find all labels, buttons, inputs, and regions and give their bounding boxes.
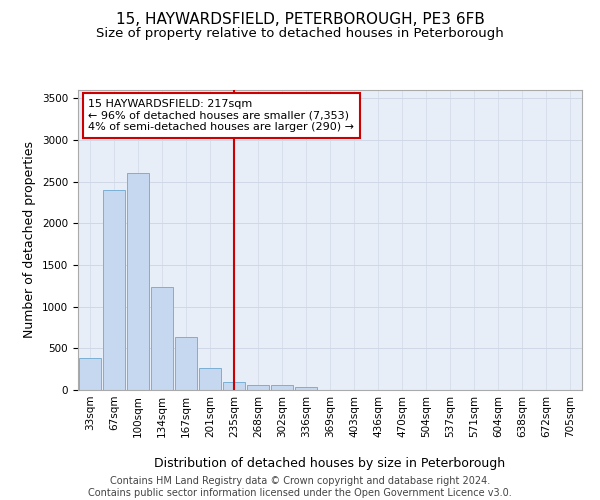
Text: 15 HAYWARDSFIELD: 217sqm
← 96% of detached houses are smaller (7,353)
4% of semi: 15 HAYWARDSFIELD: 217sqm ← 96% of detach… — [88, 99, 354, 132]
Text: Contains HM Land Registry data © Crown copyright and database right 2024.
Contai: Contains HM Land Registry data © Crown c… — [88, 476, 512, 498]
Bar — [127, 174, 149, 390]
Bar — [295, 386, 317, 390]
Text: Size of property relative to detached houses in Peterborough: Size of property relative to detached ho… — [96, 28, 504, 40]
Bar — [247, 385, 269, 390]
Text: 15, HAYWARDSFIELD, PETERBOROUGH, PE3 6FB: 15, HAYWARDSFIELD, PETERBOROUGH, PE3 6FB — [116, 12, 484, 28]
Bar — [199, 368, 221, 390]
Bar — [103, 190, 125, 390]
Y-axis label: Number of detached properties: Number of detached properties — [23, 142, 37, 338]
Bar — [271, 386, 293, 390]
Bar — [151, 286, 173, 390]
Bar — [175, 336, 197, 390]
Text: Distribution of detached houses by size in Peterborough: Distribution of detached houses by size … — [154, 458, 506, 470]
Bar — [223, 382, 245, 390]
Bar — [79, 358, 101, 390]
